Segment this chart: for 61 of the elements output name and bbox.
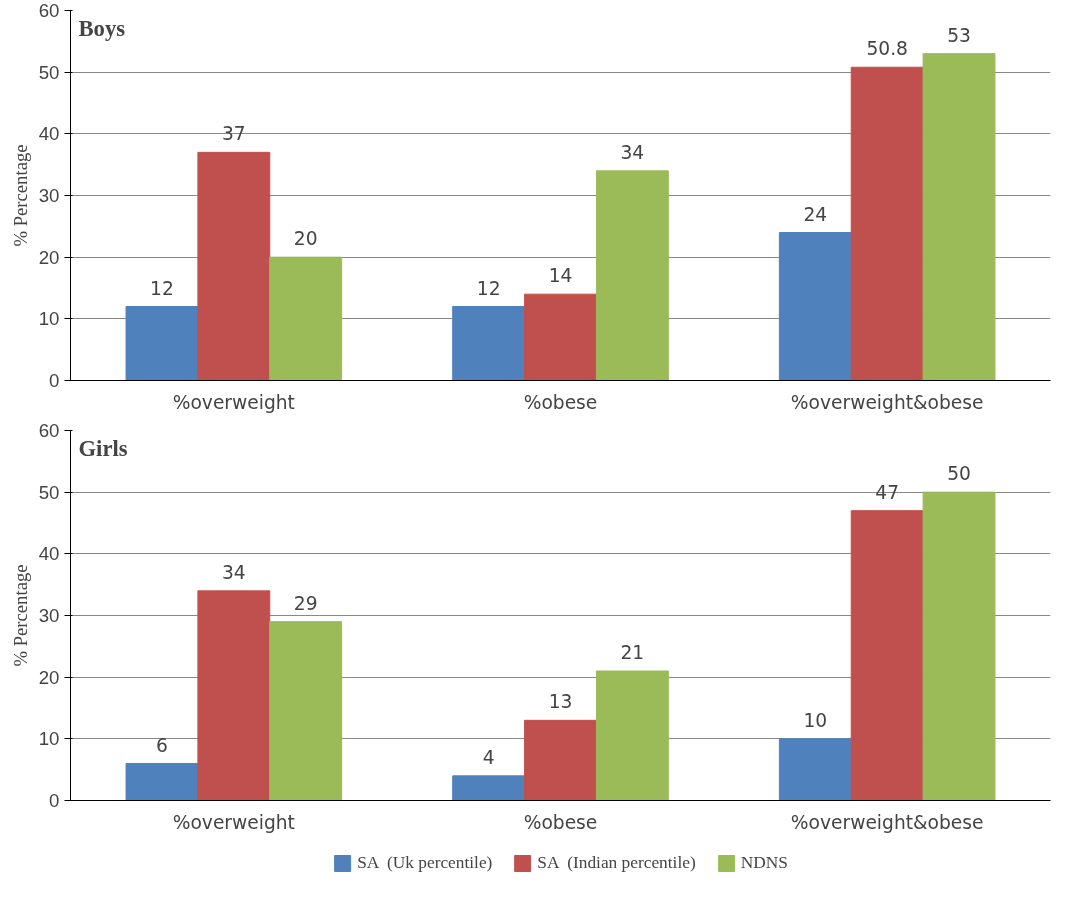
chart-title: Boys xyxy=(78,15,126,41)
data-label: 21 xyxy=(620,642,645,663)
legend-label: SA (Uk percentile) xyxy=(357,852,493,873)
data-label: 29 xyxy=(293,592,318,614)
y-tick-label: 60 xyxy=(38,0,60,21)
bar xyxy=(125,306,199,381)
data-label: 24 xyxy=(803,203,828,225)
data-label: 50 xyxy=(947,463,971,485)
bar xyxy=(269,621,343,801)
y-tick-label: 50 xyxy=(38,481,60,503)
y-tick-label: 40 xyxy=(38,123,60,145)
bar xyxy=(922,491,996,801)
legend-label: NDNS xyxy=(740,852,788,873)
bar xyxy=(452,306,526,381)
y-tick-label: 30 xyxy=(38,185,60,206)
bar xyxy=(778,232,852,381)
bar xyxy=(452,775,526,801)
y-tick-label: 10 xyxy=(38,308,60,330)
data-label: 13 xyxy=(548,691,573,713)
chart-title: Girls xyxy=(78,435,128,461)
x-tick-label: %overweight xyxy=(172,811,295,833)
y-tick-label: 20 xyxy=(38,666,60,688)
legend-label: SA (Indian percentile) xyxy=(537,852,696,873)
y-tick-label: 10 xyxy=(38,728,60,750)
data-label: 4 xyxy=(482,746,495,768)
bar xyxy=(850,510,924,801)
data-label: 34 xyxy=(221,561,246,583)
data-label: 34 xyxy=(620,141,645,163)
data-label: 14 xyxy=(548,265,573,287)
data-label: 53 xyxy=(947,24,971,46)
bar xyxy=(524,719,597,801)
x-tick-label: %overweight&obese xyxy=(790,391,984,413)
bar xyxy=(778,738,852,801)
bar xyxy=(595,170,669,381)
bar xyxy=(850,66,924,381)
bar xyxy=(524,293,597,381)
x-tick-label: %overweight xyxy=(172,391,295,413)
y-axis-title: % Percentage xyxy=(9,564,31,667)
y-tick-label: 60 xyxy=(38,420,60,441)
y-axis-title: % Percentage xyxy=(9,144,31,247)
bar xyxy=(595,670,669,801)
y-tick-label: 50 xyxy=(38,61,60,83)
y-tick-label: 0 xyxy=(49,370,60,391)
bar xyxy=(197,590,271,801)
y-tick-label: 0 xyxy=(49,790,60,811)
x-tick-label: %obese xyxy=(523,811,598,833)
y-tick-label: 20 xyxy=(38,246,60,268)
x-tick-label: %overweight&obese xyxy=(790,811,984,833)
bar xyxy=(269,256,343,381)
y-tick-label: 30 xyxy=(38,605,60,626)
data-label: 20 xyxy=(293,228,318,250)
bar xyxy=(125,763,199,801)
data-label: 6 xyxy=(156,734,168,756)
bar xyxy=(922,53,996,381)
data-label: 12 xyxy=(150,277,174,299)
data-label: 10 xyxy=(803,709,828,731)
data-label: 50.8 xyxy=(866,38,908,60)
data-label: 12 xyxy=(476,277,501,299)
y-tick-label: 40 xyxy=(38,543,60,565)
bar xyxy=(197,151,271,381)
x-tick-label: %obese xyxy=(523,391,598,413)
